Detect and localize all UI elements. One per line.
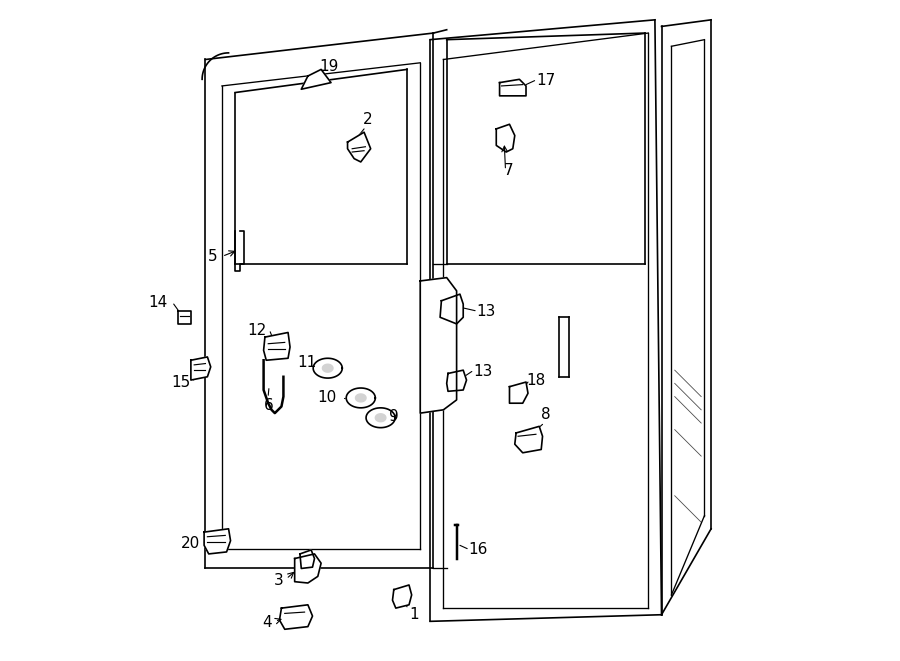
- Text: 3: 3: [274, 573, 284, 588]
- Text: 20: 20: [181, 536, 200, 551]
- Text: 17: 17: [536, 73, 555, 88]
- Polygon shape: [191, 357, 211, 380]
- Text: 4: 4: [262, 615, 272, 630]
- Text: 19: 19: [320, 59, 338, 74]
- Polygon shape: [204, 529, 230, 554]
- Text: 12: 12: [247, 323, 266, 338]
- Polygon shape: [322, 364, 333, 372]
- Text: 16: 16: [469, 543, 488, 557]
- Polygon shape: [294, 554, 321, 583]
- Text: 7: 7: [504, 163, 514, 178]
- Polygon shape: [264, 332, 290, 360]
- Text: 9: 9: [389, 409, 399, 424]
- Text: 2: 2: [363, 112, 373, 127]
- Polygon shape: [280, 605, 312, 629]
- Text: 11: 11: [297, 355, 317, 369]
- Polygon shape: [346, 388, 375, 408]
- Polygon shape: [440, 294, 464, 324]
- Polygon shape: [446, 370, 466, 391]
- Polygon shape: [313, 358, 342, 378]
- Polygon shape: [500, 79, 526, 96]
- Text: 1: 1: [409, 607, 419, 622]
- Polygon shape: [366, 408, 395, 428]
- Polygon shape: [496, 124, 515, 152]
- Text: 18: 18: [526, 373, 545, 387]
- Polygon shape: [347, 132, 371, 162]
- Text: 8: 8: [541, 407, 551, 422]
- Text: 10: 10: [317, 391, 337, 405]
- Polygon shape: [302, 69, 331, 89]
- Polygon shape: [300, 550, 314, 568]
- Text: 6: 6: [264, 398, 274, 413]
- Polygon shape: [509, 382, 528, 403]
- Polygon shape: [420, 278, 456, 413]
- Polygon shape: [177, 311, 191, 324]
- Polygon shape: [515, 426, 543, 453]
- Polygon shape: [392, 585, 411, 608]
- Polygon shape: [356, 394, 366, 402]
- Text: 13: 13: [473, 364, 492, 379]
- Text: 13: 13: [476, 305, 496, 319]
- Text: 15: 15: [172, 375, 191, 389]
- Text: 5: 5: [208, 249, 217, 264]
- Text: 14: 14: [148, 295, 167, 309]
- Polygon shape: [375, 414, 386, 422]
